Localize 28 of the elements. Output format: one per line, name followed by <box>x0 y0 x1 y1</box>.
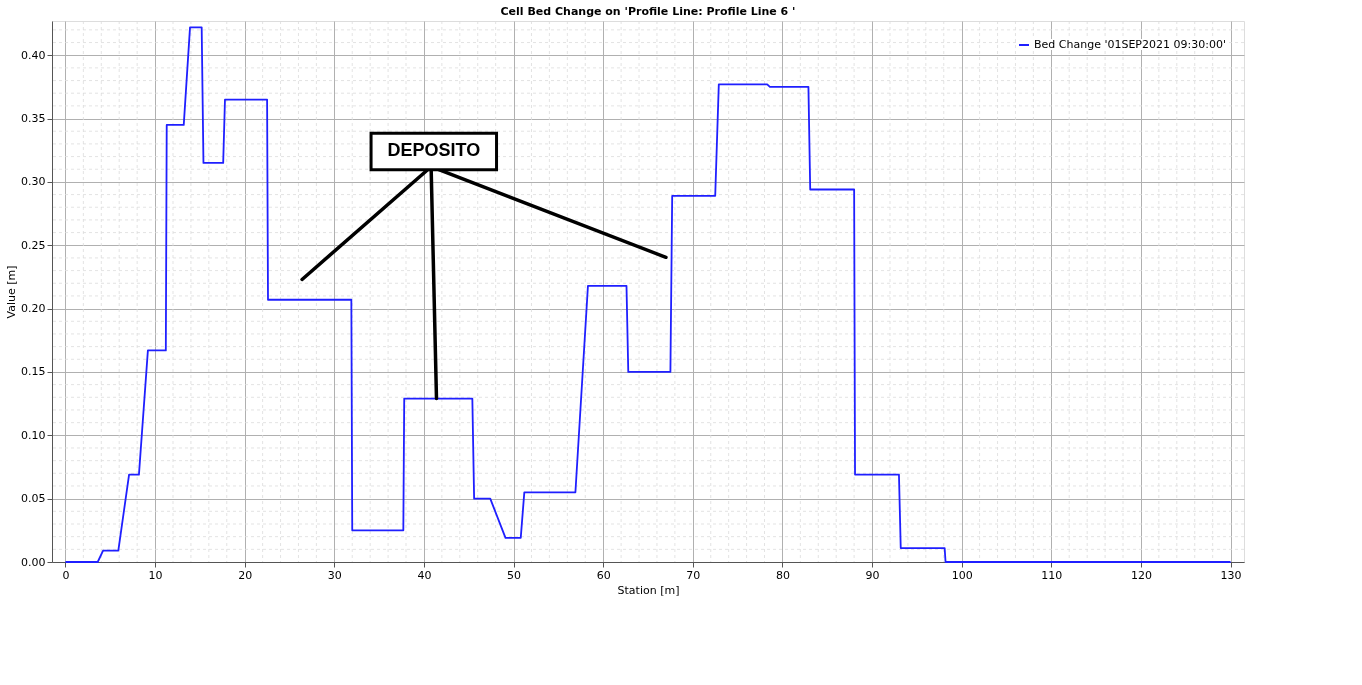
x-tick-label: 80 <box>775 568 790 582</box>
y-tick-label: 0.05 <box>21 492 46 506</box>
x-tick-label: 130 <box>1220 568 1242 582</box>
chart-title: Cell Bed Change on 'Profile Line: Profile Line 6 ' <box>500 4 796 18</box>
annotation: DEPOSITO <box>387 140 481 161</box>
x-tick-label: 120 <box>1130 568 1152 582</box>
y-tick-label: 0.20 <box>21 302 46 316</box>
y-tick-label: 0.10 <box>21 428 46 442</box>
x-tick-label: 60 <box>596 568 611 582</box>
y-tick-label: 0.30 <box>21 175 46 189</box>
x-tick-label: 70 <box>686 568 701 582</box>
y-tick-label: 0.35 <box>21 112 46 126</box>
y-axis-title: Value [m] <box>5 265 19 319</box>
y-tick-label: 0.40 <box>21 48 46 62</box>
x-tick-label: 10 <box>148 568 163 582</box>
y-tick-label: 0.00 <box>21 555 46 569</box>
x-tick-label: 20 <box>238 568 253 582</box>
y-tick-label: 0.15 <box>21 365 46 379</box>
legend-label: Bed Change '01SEP2021 09:30:00' <box>1034 38 1226 51</box>
x-tick-label: 40 <box>417 568 432 582</box>
y-tick-label: 0.25 <box>21 238 46 252</box>
x-tick-label: 50 <box>507 568 522 582</box>
x-tick-label: 30 <box>327 568 342 582</box>
x-tick-label: 0 <box>62 568 70 582</box>
x-axis-title: Station [m] <box>617 583 680 597</box>
x-tick-label: 110 <box>1041 568 1063 582</box>
x-tick-label: 100 <box>951 568 973 582</box>
x-tick-label: 90 <box>865 568 880 582</box>
